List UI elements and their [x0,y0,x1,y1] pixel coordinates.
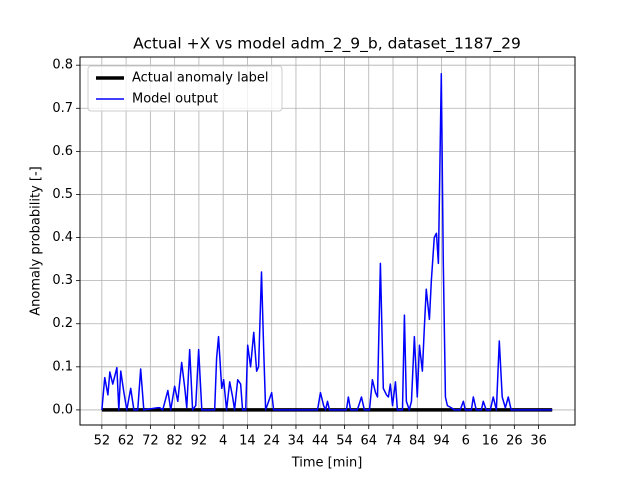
y-tick-label: 0.5 [52,187,73,202]
legend-label: Actual anomaly label [132,71,269,86]
x-tick-label: 72 [142,434,159,449]
y-tick-label: 0.8 [52,58,73,73]
y-tick-label: 0.6 [52,144,73,159]
x-tick-label: 16 [482,434,499,449]
x-tick-label: 24 [263,434,280,449]
x-tick-label: 62 [118,434,135,449]
x-tick-label: 34 [288,434,305,449]
legend-label: Model output [132,92,218,107]
x-tick-label: 82 [166,434,183,449]
y-tick-label: 0.1 [52,359,73,374]
y-tick-label: 0.2 [52,316,73,331]
x-tick-label: 64 [360,434,377,449]
x-tick-label: 14 [239,434,256,449]
x-axis-label: Time [min] [291,456,363,471]
x-tick-label: 92 [191,434,208,449]
x-tick-label: 36 [530,434,547,449]
x-tick-label: 6 [462,434,470,449]
data-line [101,73,553,411]
y-tick-label: 0.3 [52,273,73,288]
y-axis-label: Anomaly probability [-] [29,166,44,315]
chart-title: Actual +X vs model adm_2_9_b, dataset_11… [133,35,521,54]
x-tick-label: 74 [385,434,402,449]
x-tick-label: 4 [219,434,227,449]
x-tick-label: 84 [409,434,426,449]
legend-box [87,65,283,112]
legend: Actual anomaly label Model output [87,65,283,112]
x-tick-label: 52 [94,434,111,449]
x-tick-label: 94 [433,434,450,449]
y-tick-label: 0.4 [52,230,73,245]
x-tick-label: 26 [506,434,523,449]
y-tick-label: 0.0 [52,402,73,417]
x-tick-label: 44 [312,434,329,449]
axes-frame [79,56,576,426]
x-tick-label: 54 [336,434,353,449]
y-tick-label: 0.7 [52,101,73,116]
